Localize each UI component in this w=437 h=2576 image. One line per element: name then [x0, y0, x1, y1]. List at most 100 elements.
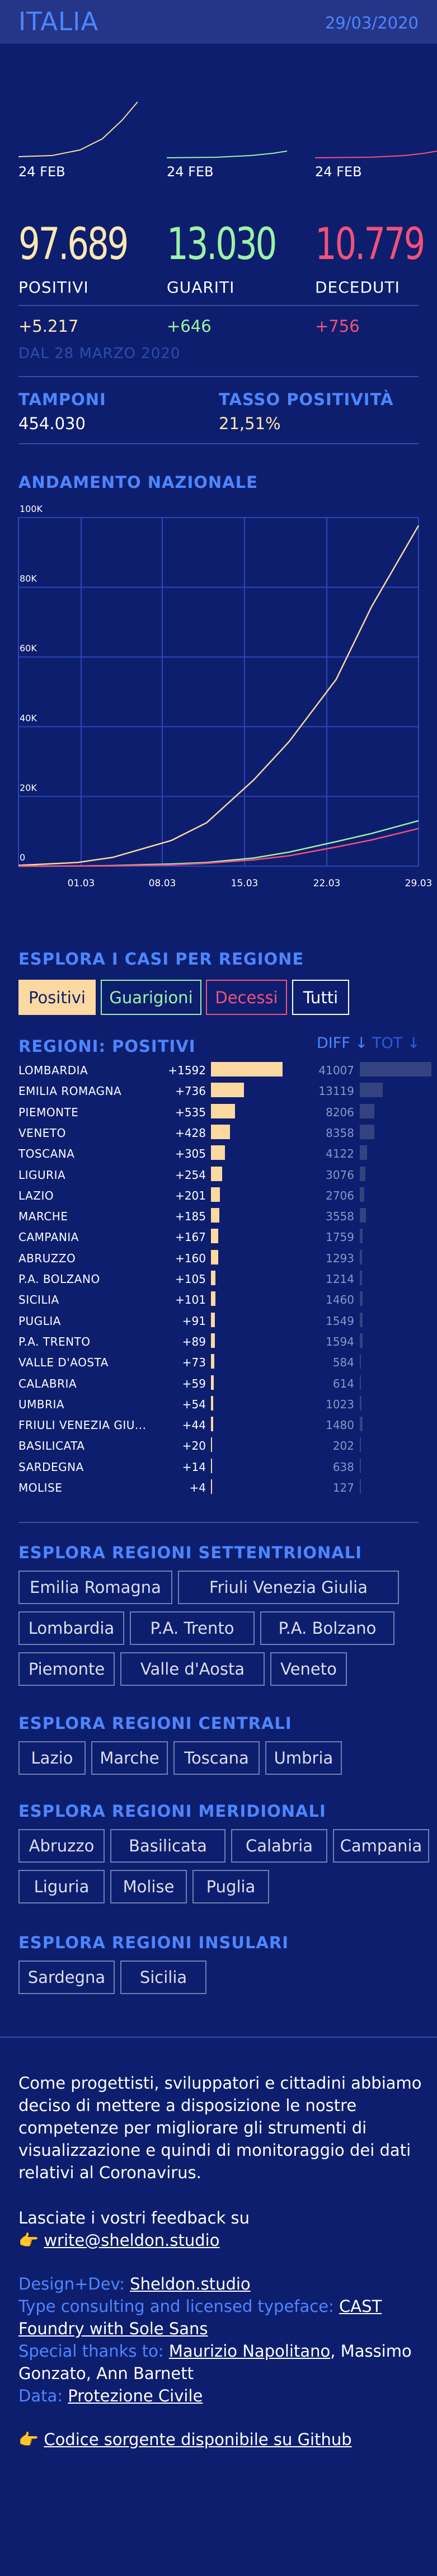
region-diff: +736: [175, 1084, 206, 1098]
region-diff: +101: [175, 1293, 206, 1307]
region-tot: 1480: [326, 1418, 354, 1432]
divider: [18, 376, 419, 377]
region-button[interactable]: Molise: [110, 1870, 187, 1903]
region-button[interactable]: Abruzzo: [18, 1829, 105, 1863]
region-row[interactable]: ABRUZZO +160 1293: [18, 1248, 419, 1268]
region-button[interactable]: Veneto: [270, 1652, 347, 1686]
footer-intro-line: visualizzazione e quindi di monitoraggio…: [18, 2141, 411, 2160]
region-diff: +201: [175, 1188, 206, 1202]
pointing-hand-icon: 👉: [18, 2430, 44, 2449]
region-button[interactable]: Marche: [91, 1741, 168, 1775]
region-button[interactable]: Sicilia: [120, 1961, 206, 1994]
region-button[interactable]: Puglia: [192, 1870, 269, 1903]
region-row[interactable]: CAMPANIA +167 1759: [18, 1227, 419, 1247]
group-title: ESPLORA REGIONI MERIDIONALI: [18, 1802, 326, 1821]
region-tot-bar: [360, 1271, 362, 1285]
region-row[interactable]: EMILIA ROMAGNA +736 13119: [18, 1081, 419, 1101]
x-tick-label: 01.03: [68, 878, 95, 889]
country-title[interactable]: ITALIA: [18, 7, 99, 36]
region-button[interactable]: P.A. Bolzano: [260, 1611, 394, 1645]
region-button[interactable]: Lombardia: [18, 1611, 124, 1645]
region-diff-bar: [211, 1271, 216, 1285]
tab-positivi[interactable]: Positivi: [18, 980, 96, 1015]
footer-intro-line: relativi al Coronavirus.: [18, 2163, 201, 2182]
region-diff-bar: [211, 1145, 225, 1160]
tab-tutti[interactable]: Tutti: [292, 980, 349, 1015]
region-diff-bar: [211, 1249, 218, 1265]
cast-link-cont[interactable]: Foundry with Sole Sans: [18, 2319, 208, 2338]
github-link[interactable]: Codice sorgente disponibile su Github: [44, 2430, 352, 2449]
region-name: PIEMONTE: [18, 1105, 79, 1119]
region-tot: 638: [332, 1460, 354, 1474]
region-row[interactable]: P.A. BOLZANO +105 1214: [18, 1269, 419, 1289]
region-tot-bar: [360, 1479, 361, 1494]
sheldon-link[interactable]: Sheldon.studio: [130, 2274, 251, 2293]
region-button[interactable]: Piemonte: [18, 1652, 115, 1686]
region-row[interactable]: LIGURIA +254 3076: [18, 1165, 419, 1185]
region-tot-bar: [360, 1249, 363, 1265]
x-tick-label: 15.03: [231, 878, 259, 889]
tab-decessi[interactable]: Decessi: [206, 980, 287, 1015]
since-date: DAL 28 MARZO 2020: [18, 345, 181, 362]
region-row[interactable]: BASILICATA +20 202: [18, 1436, 419, 1456]
region-tot-bar: [360, 1417, 363, 1432]
cast-link[interactable]: CAST: [339, 2297, 382, 2316]
region-row[interactable]: TOSCANA +305 4122: [18, 1144, 419, 1164]
region-button[interactable]: Basilicata: [110, 1829, 225, 1863]
email-link[interactable]: write@sheldon.studio: [44, 2231, 220, 2250]
region-row[interactable]: VENETO +428 8358: [18, 1123, 419, 1143]
region-row[interactable]: PIEMONTE +535 8206: [18, 1102, 419, 1122]
tasso-value: 21,51%: [219, 414, 281, 433]
divider: [18, 305, 419, 306]
region-diff-bar: [211, 1083, 245, 1098]
pointing-hand-icon: 👉: [18, 2231, 44, 2250]
region-row[interactable]: PUGLIA +91 1549: [18, 1311, 419, 1331]
region-button[interactable]: Friuli Venezia Giulia: [178, 1571, 399, 1604]
region-button[interactable]: Campania: [333, 1829, 429, 1863]
region-button[interactable]: Sardegna: [18, 1961, 115, 1994]
region-diff: +91: [182, 1314, 206, 1328]
region-diff-bar: [211, 1375, 214, 1390]
region-row[interactable]: SICILIA +101 1460: [18, 1290, 419, 1310]
tab-guarigioni[interactable]: Guarigioni: [101, 980, 201, 1015]
region-button[interactable]: Calabria: [231, 1829, 327, 1863]
region-tot: 8206: [326, 1105, 354, 1119]
region-diff-bar: [211, 1103, 235, 1118]
region-button[interactable]: Emilia Romagna: [18, 1571, 172, 1604]
region-name: FRIULI VENEZIA GIU...: [18, 1418, 147, 1432]
region-row[interactable]: UMBRIA +54 1023: [18, 1394, 419, 1414]
region-tot: 3558: [326, 1210, 354, 1224]
region-row[interactable]: FRIULI VENEZIA GIU... +44 1480: [18, 1415, 419, 1435]
sort-diff-button[interactable]: DIFF ↓: [317, 1035, 368, 1052]
region-name: MOLISE: [18, 1481, 63, 1494]
andamento-chart: 100K 80K 60K 40K 20K 0 01.03 08.03 15.03 22.03 29.…: [18, 504, 432, 889]
region-tot: 3076: [326, 1168, 354, 1182]
regions-title: REGIONI: POSITIVI: [18, 1037, 196, 1056]
region-button[interactable]: Toscana: [173, 1741, 260, 1775]
region-row[interactable]: VALLE D'AOSTA +73 584: [18, 1352, 419, 1372]
region-tot: 1549: [326, 1314, 354, 1328]
region-button[interactable]: P.A. Trento: [130, 1611, 255, 1645]
region-name: CAMPANIA: [18, 1230, 79, 1244]
region-row[interactable]: MARCHE +185 3558: [18, 1206, 419, 1226]
region-tot: 614: [332, 1376, 354, 1390]
region-row[interactable]: SARDEGNA +14 638: [18, 1457, 419, 1477]
region-row[interactable]: MOLISE +4 127: [18, 1478, 419, 1498]
region-row[interactable]: CALABRIA +59 614: [18, 1374, 419, 1394]
thanks-link[interactable]: Maurizio Napolitano: [168, 2342, 331, 2361]
region-diff: +1592: [168, 1064, 206, 1077]
region-button[interactable]: Valle d'Aosta: [120, 1652, 265, 1686]
region-row[interactable]: LAZIO +201 2706: [18, 1186, 419, 1206]
region-button[interactable]: Liguria: [18, 1870, 105, 1903]
footer-intro-line: competenze per migliorare gli strumenti …: [18, 2118, 367, 2137]
region-button[interactable]: Umbria: [265, 1741, 342, 1775]
region-name: SICILIA: [18, 1293, 59, 1307]
protezione-civile-link[interactable]: Protezione Civile: [68, 2386, 203, 2405]
data-label: Data:: [18, 2386, 63, 2405]
guariti-sparkline: [167, 151, 288, 158]
sort-tot-button[interactable]: TOT ↓: [372, 1035, 420, 1052]
region-row[interactable]: LOMBARDIA +1592 41007: [18, 1060, 431, 1080]
region-button[interactable]: Lazio: [18, 1741, 86, 1775]
region-row[interactable]: P.A. TRENTO +89 1594: [18, 1332, 419, 1352]
deceduti-sparkline: [315, 151, 437, 158]
